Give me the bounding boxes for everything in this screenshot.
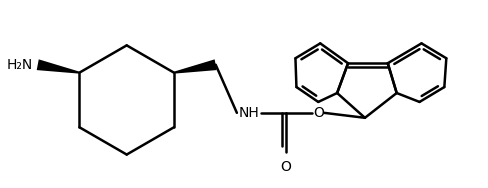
Text: O: O xyxy=(313,106,324,120)
Polygon shape xyxy=(174,59,217,74)
Polygon shape xyxy=(37,59,80,74)
Text: O: O xyxy=(280,159,291,174)
Text: NH: NH xyxy=(239,106,259,120)
Text: H₂N: H₂N xyxy=(6,58,33,72)
